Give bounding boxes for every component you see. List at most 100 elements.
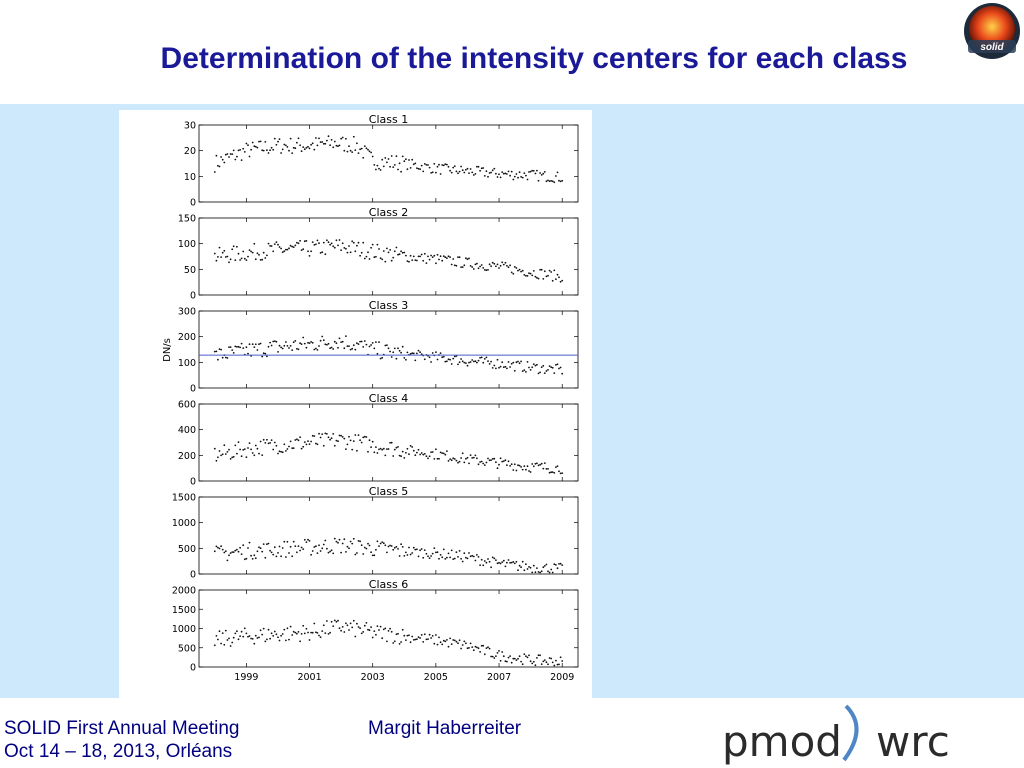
data-point [239,346,241,349]
data-point [528,366,530,369]
data-point [318,432,320,435]
data-point [450,171,453,174]
data-point [550,568,553,571]
data-point [446,360,448,363]
data-point [379,447,382,450]
data-point [463,640,466,643]
data-point [375,548,377,551]
data-point [220,256,222,258]
data-point [480,356,483,359]
data-point [430,637,432,639]
data-point [507,170,510,173]
data-point [506,561,508,564]
data-point [318,544,320,547]
data-point [490,566,492,569]
data-point [259,342,262,345]
data-point [313,244,316,246]
data-point [218,246,221,249]
data-point [485,170,488,173]
data-point [392,548,395,551]
data-point [458,550,461,552]
data-point [548,571,551,574]
data-point [433,547,436,549]
data-point [461,644,464,646]
data-point [254,258,257,261]
data-point [386,640,388,643]
data-point [378,629,380,631]
data-point [466,557,469,560]
data-point [240,342,243,345]
data-point [269,549,271,552]
data-point [553,472,556,474]
data-point [266,254,268,257]
data-point [502,559,505,562]
data-point [299,549,301,552]
data-point [322,241,325,244]
data-point [455,551,458,554]
data-point [419,637,421,639]
data-point [280,152,282,154]
data-point [479,265,481,268]
data-point [371,440,374,443]
data-point [360,632,363,635]
data-point [367,450,369,453]
data-point [398,643,401,645]
data-point [236,245,238,248]
data-point [452,639,455,641]
data-point [340,341,342,343]
data-point [278,138,281,140]
data-point [231,551,234,553]
data-point [466,647,469,650]
data-point [457,461,459,464]
data-point [322,624,325,627]
data-point [476,165,478,168]
data-point [476,646,478,649]
data-point [308,255,311,257]
data-point [267,152,270,154]
data-point [482,167,485,169]
data-point [308,147,311,150]
data-point [228,346,230,348]
data-point [469,361,472,363]
data-point [419,549,421,552]
data-point [367,148,369,151]
data-point [281,251,284,254]
data-point [483,560,486,562]
data-point [253,554,256,557]
data-point [286,448,289,450]
data-point [378,167,380,170]
data-point [389,249,391,251]
data-point [368,629,371,632]
data-point [258,636,260,639]
data-point [300,546,303,549]
data-point [532,363,535,365]
y-tick-label: 0 [190,198,196,209]
data-point [495,265,497,268]
data-point [264,257,267,259]
data-point [414,548,417,551]
data-point [490,171,492,174]
data-point [256,349,259,351]
data-point [250,448,253,451]
data-point [373,164,376,166]
data-point [423,549,426,551]
data-point [356,552,358,554]
data-point [539,571,541,574]
data-point [236,548,238,551]
data-point [322,142,325,145]
data-point [550,180,553,182]
data-point [532,170,535,172]
data-point [471,171,474,174]
data-point [345,247,347,250]
data-point [487,269,489,271]
data-point [220,642,222,645]
data-point [558,179,560,182]
data-point [356,142,358,145]
data-point [322,543,325,546]
data-point [498,463,500,466]
data-point [465,362,467,364]
data-point [409,254,412,257]
data-point [420,253,423,256]
data-point [553,664,556,667]
data-point [215,545,218,548]
